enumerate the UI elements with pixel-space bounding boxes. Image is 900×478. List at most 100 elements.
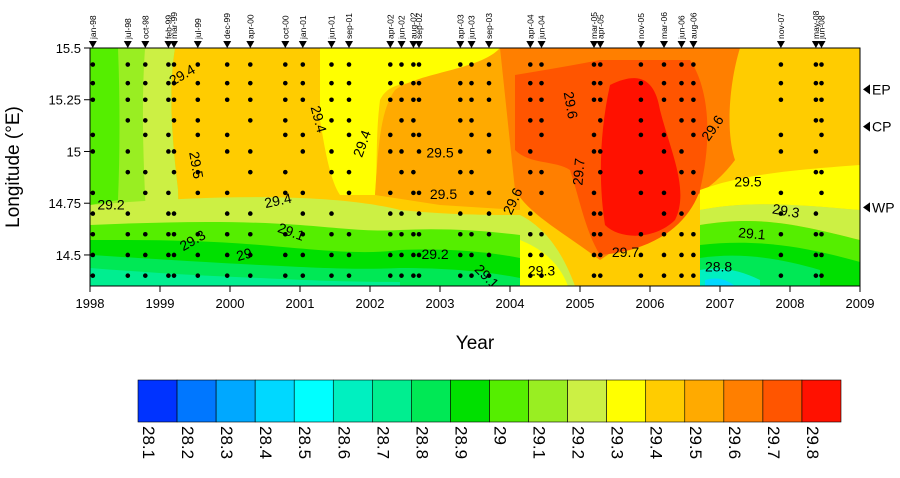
colorbar-label: 28.6 bbox=[334, 426, 353, 459]
station-dot bbox=[125, 231, 131, 237]
station-dot bbox=[638, 169, 644, 175]
station-dot bbox=[195, 97, 201, 103]
station-dot bbox=[458, 231, 463, 237]
station-dot bbox=[166, 190, 171, 196]
station-dot bbox=[171, 118, 177, 123]
station-dot bbox=[90, 149, 96, 154]
cruise-label: jul-99 bbox=[193, 18, 203, 40]
contour-label: 29.2 bbox=[421, 246, 448, 262]
cruise-label: jun-01 bbox=[327, 15, 337, 40]
station-dot bbox=[469, 118, 474, 123]
station-dot bbox=[416, 252, 422, 258]
station-dot bbox=[458, 97, 463, 103]
colorbar-label: 29 bbox=[491, 426, 510, 445]
station-dot bbox=[411, 231, 416, 237]
station-dot bbox=[388, 231, 393, 237]
colorbar-swatch bbox=[137, 379, 178, 423]
cruise-marker-icon bbox=[170, 41, 178, 48]
station-dot bbox=[528, 97, 533, 103]
station-dot bbox=[778, 273, 784, 278]
colorbar-label: 29.2 bbox=[569, 426, 588, 459]
station-dot bbox=[638, 231, 644, 237]
region-label: EP bbox=[872, 81, 891, 97]
station-dot bbox=[224, 231, 230, 237]
station-dot bbox=[458, 252, 463, 258]
cruise-marker-icon bbox=[298, 41, 307, 48]
station-dot bbox=[224, 62, 230, 67]
contour-fill bbox=[90, 48, 860, 286]
contour-label: 28.8 bbox=[705, 259, 732, 275]
cruise-marker-icon bbox=[590, 41, 598, 48]
region-label: WP bbox=[872, 199, 895, 215]
colorbar-swatch bbox=[645, 379, 686, 423]
station-dot bbox=[813, 97, 819, 103]
contour-region-yellow-mid bbox=[320, 48, 500, 195]
station-dot bbox=[388, 149, 393, 154]
station-dot bbox=[300, 149, 306, 154]
station-dot bbox=[691, 190, 696, 196]
station-dot bbox=[411, 190, 416, 196]
station-dot bbox=[195, 62, 201, 67]
station-dot bbox=[346, 169, 352, 175]
station-dot bbox=[819, 169, 824, 175]
station-dot bbox=[300, 80, 306, 86]
station-dot bbox=[171, 231, 177, 237]
station-dot bbox=[248, 211, 253, 216]
x-tick-label: 2003 bbox=[426, 296, 455, 311]
station-dot bbox=[458, 118, 463, 123]
cruise-label: apr-03 bbox=[455, 14, 465, 39]
station-dot bbox=[819, 80, 824, 86]
station-dot bbox=[661, 132, 667, 138]
station-dot bbox=[591, 62, 597, 67]
station-dot bbox=[416, 190, 422, 196]
station-dot bbox=[143, 80, 148, 86]
station-dot bbox=[248, 118, 253, 123]
cruise-marker-icon bbox=[193, 41, 202, 48]
colorbar-swatch bbox=[411, 379, 451, 423]
station-dot bbox=[778, 252, 784, 258]
station-dot bbox=[813, 169, 819, 175]
contour-label: 29.5 bbox=[430, 186, 457, 202]
station-dot bbox=[329, 231, 334, 237]
station-dot bbox=[329, 149, 334, 154]
colorbar-label: 28.8 bbox=[412, 426, 431, 459]
station-dot bbox=[591, 80, 597, 86]
station-dot bbox=[329, 169, 334, 175]
contour-label: 29.6 bbox=[561, 90, 582, 120]
station-dot bbox=[819, 97, 824, 103]
cruise-marker-icon bbox=[526, 41, 535, 48]
cruise-marker-icon bbox=[660, 41, 668, 48]
station-dot bbox=[661, 211, 667, 216]
station-dot bbox=[166, 97, 171, 103]
station-dot bbox=[486, 132, 492, 138]
station-dot bbox=[661, 97, 667, 103]
station-dot bbox=[591, 252, 597, 258]
station-dot bbox=[195, 273, 201, 278]
station-dot bbox=[486, 252, 492, 258]
station-dot bbox=[283, 62, 288, 67]
station-dot bbox=[329, 252, 334, 258]
station-dot bbox=[224, 132, 230, 138]
station-dot bbox=[143, 273, 148, 278]
station-dot bbox=[679, 252, 684, 258]
station-dot bbox=[598, 169, 603, 175]
station-dot bbox=[598, 252, 603, 258]
station-dot bbox=[90, 190, 96, 196]
x-tick-label: 1999 bbox=[146, 296, 175, 311]
station-dot bbox=[778, 132, 784, 138]
cruise-marker-icon bbox=[386, 41, 395, 48]
station-dot bbox=[166, 62, 171, 67]
station-dot bbox=[638, 190, 644, 196]
station-dot bbox=[591, 231, 597, 237]
x-tick-label: 2007 bbox=[706, 296, 735, 311]
station-dot bbox=[171, 80, 177, 86]
station-dot bbox=[679, 211, 684, 216]
station-dot bbox=[539, 273, 544, 278]
station-dot bbox=[248, 80, 253, 86]
colorbar-label: 29.6 bbox=[725, 426, 744, 459]
x-tick-label: 2008 bbox=[776, 296, 805, 311]
station-dot bbox=[399, 118, 404, 123]
station-dot bbox=[300, 190, 306, 196]
cruise-marker-icon bbox=[677, 41, 686, 48]
